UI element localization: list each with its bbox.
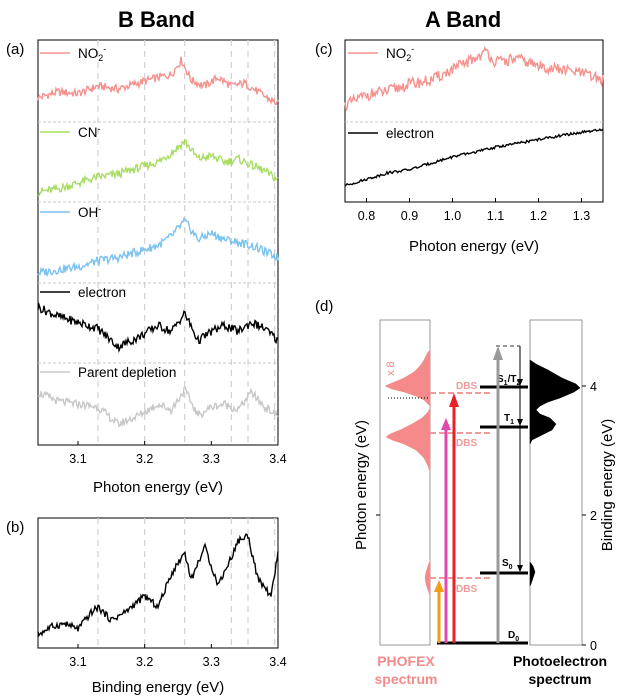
- panel-c-legend-label-1: electron: [386, 126, 434, 141]
- dbs-label-mid: DBS: [456, 438, 477, 449]
- panel-c-x-tick-label-1: 0.9: [401, 209, 418, 223]
- photoelectron-frame: [529, 319, 583, 646]
- arrow-red-head: [449, 393, 459, 407]
- panel-tag-b: (b): [6, 519, 24, 536]
- panel-c: NO2- electron 0.8 0.9 1.0 1.1 1.2 1.3 Photon e…: [344, 39, 604, 255]
- title-a-band: A Band: [425, 7, 501, 32]
- photoelectron-label-line2: spectrum: [528, 671, 591, 687]
- panel-b-series: [37, 533, 279, 637]
- panel-a-series-line-2: [37, 217, 279, 278]
- panel-b-frame: [37, 517, 279, 649]
- panel-b-xlabel: Binding energy (eV): [92, 679, 225, 696]
- arrow-black-head-3: [517, 565, 523, 572]
- left-ylabel: Photon energy (eV): [353, 420, 370, 550]
- panel-a-series-labels: NO2- CN- OH-electron Parent depletion: [40, 44, 176, 380]
- arrow-magenta-head: [441, 418, 451, 430]
- right-axis-label-2: 2: [590, 509, 597, 523]
- panel-tag-a: (a): [6, 41, 24, 58]
- panel-a-x-tick-label-1: 3.2: [136, 452, 153, 466]
- arrow-grey-head: [493, 346, 503, 360]
- panel-a-x-tick-label-0: 3.1: [69, 452, 86, 466]
- dbs-label-top: DBS: [456, 381, 477, 392]
- panel-a-legend-label-0: NO2-: [78, 44, 106, 63]
- panel-a-x-ticks: 3.1 3.2 3.3 3.4: [69, 441, 287, 466]
- phofex-frame: [379, 319, 431, 646]
- panel-a-series-line-0: [37, 56, 279, 106]
- state-d0-label: D0: [508, 630, 519, 643]
- panel-c-legend-label-0: NO2-: [386, 44, 414, 63]
- panel-c-series-line-0: [344, 45, 604, 111]
- arrow-black-head-1: [517, 379, 523, 386]
- panel-c-series-labels: NO2- electron: [348, 44, 434, 141]
- phofex-spectrum-shape: [384, 349, 431, 473]
- phofex-label-line1: PHOFEX: [377, 653, 435, 669]
- panel-a-legend-label-4: Parent depletion: [78, 365, 176, 380]
- arrow-orange-head: [434, 580, 444, 592]
- panel-a-separators: [38, 121, 278, 364]
- phofex-low-shape: [424, 559, 431, 597]
- panel-a-xlabel: Photon energy (eV): [93, 479, 223, 496]
- panel-b-x-ticks: 3.1 3.2 3.3 3.4: [69, 644, 287, 669]
- state-s0-label: S0: [502, 558, 513, 571]
- panel-b-x-tick-label-3: 3.4: [269, 655, 286, 669]
- panel-b-x-tick-label-1: 3.2: [136, 655, 153, 669]
- panel-c-x-ticks: 0.8 0.9 1.0 1.1 1.2 1.3: [358, 198, 590, 223]
- panel-a-series-line-3: [37, 302, 279, 354]
- panel-a-x-tick-label-3: 3.4: [269, 452, 286, 466]
- panel-tag-d: (d): [315, 298, 333, 315]
- dbs-label-low: DBS: [456, 584, 477, 595]
- panel-a-series-line-1: [37, 138, 279, 197]
- panel-b-series-line-0: [37, 533, 279, 637]
- panel-c-xlabel: Photon energy (eV): [409, 238, 539, 255]
- panel-c-x-tick-label-5: 1.3: [573, 209, 590, 223]
- panel-a-frame: [37, 39, 279, 446]
- panel-a-x-tick-label-2: 3.3: [203, 452, 220, 466]
- panel-a-legend-label-1: CN-: [78, 124, 101, 140]
- arrow-black-head-2: [517, 419, 523, 426]
- right-axis-label-4: 4: [590, 380, 597, 394]
- state-t1-label: T1: [504, 413, 514, 426]
- panel-a-series-line-4: [37, 385, 279, 428]
- panel-b-x-tick-label-2: 3.3: [203, 655, 220, 669]
- panel-c-series-line-1: [344, 128, 604, 187]
- right-ylabel: Binding energy (eV): [599, 419, 616, 552]
- panel-a-legend-label-3: electron: [78, 285, 126, 300]
- panel-a-legend-label-2: OH-: [78, 204, 101, 220]
- phofex-label-line2: spectrum: [374, 671, 437, 687]
- title-b-band: B Band: [118, 7, 195, 32]
- photoelectron-label-line1: Photoelectron: [513, 653, 607, 669]
- panel-c-x-tick-label-3: 1.1: [487, 209, 504, 223]
- photoelectron-low-shape: [529, 561, 536, 587]
- panel-c-series: [344, 45, 604, 187]
- right-axis-label-0: 0: [590, 639, 597, 653]
- panel-d: x 8 4 2 0 Photon energy (eV) Binding ene…: [353, 319, 616, 687]
- panel-c-x-tick-label-4: 1.2: [530, 209, 547, 223]
- panel-c-x-tick-label-2: 1.0: [444, 209, 461, 223]
- panel-c-frame: [344, 39, 604, 203]
- panel-b: 3.1 3.2 3.3 3.4 Binding energy (eV): [37, 517, 287, 696]
- panel-b-x-tick-label-0: 3.1: [69, 655, 86, 669]
- panel-c-x-tick-label-0: 0.8: [358, 209, 375, 223]
- panel-a-series: [37, 56, 279, 428]
- panel-tag-c: (c): [315, 41, 333, 58]
- photoelectron-spectrum-shape: [529, 359, 581, 445]
- panel-a-dashed-markers: [97, 40, 276, 445]
- state-s1t2-label: S1/T2: [497, 374, 520, 387]
- x8-label: x 8: [385, 361, 397, 376]
